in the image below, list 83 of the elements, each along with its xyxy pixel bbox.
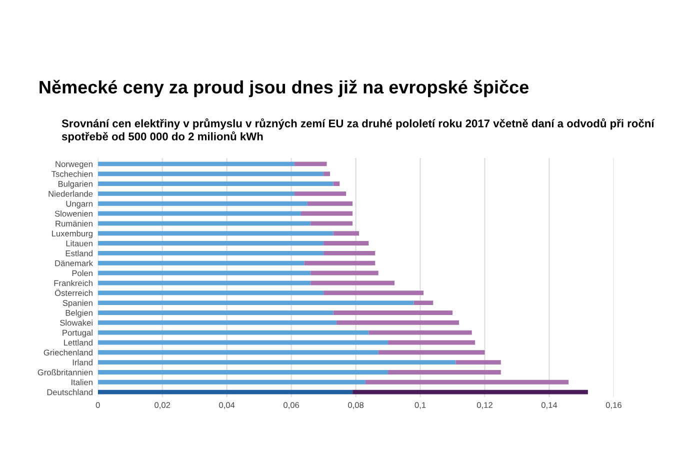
bar	[294, 191, 346, 196]
bar	[98, 201, 308, 206]
bar	[98, 360, 456, 365]
bar	[388, 370, 501, 374]
x-tick-label: 0	[96, 402, 100, 408]
y-tick-label: Portugal	[62, 330, 92, 338]
x-tick-label: 0,12	[476, 402, 492, 409]
y-tick-label: Rumänien	[56, 220, 92, 227]
chart-subtitle: Srovnání cen elektřiny v průmyslu v různých zemí EU za druhé pololetí roku 2017 včetně daní a odvodů při roční spotřebě od 500 000 do 2 milionů kWh	[62, 118, 655, 143]
y-tick-label: Griechenland	[44, 349, 92, 356]
bar	[324, 290, 424, 296]
bar	[98, 250, 324, 256]
y-tick-label: Lettland	[64, 339, 92, 346]
bar	[388, 340, 476, 345]
bar	[307, 201, 353, 206]
y-tick-label: Bulgarien	[58, 180, 92, 189]
y-tick-label: Spanien	[62, 300, 92, 308]
bar	[98, 320, 336, 325]
x-tick-label: 0,06	[284, 402, 300, 409]
bar	[98, 370, 388, 374]
bar	[456, 360, 501, 365]
bar	[98, 350, 378, 355]
bar	[310, 270, 378, 276]
bar	[98, 172, 324, 176]
bar	[98, 310, 334, 315]
x-tick-label: 0,04	[219, 402, 235, 409]
bar	[98, 162, 295, 166]
y-tick-label: Großbritannien	[38, 369, 92, 376]
y-tick-label: Italien	[72, 379, 92, 386]
bar	[98, 182, 334, 186]
y-tick-label: Slowakei	[60, 320, 92, 326]
bar	[98, 221, 311, 226]
bar	[304, 260, 376, 266]
y-tick-label: Irland	[72, 359, 92, 366]
y-tick-label: Niederlande	[48, 190, 93, 197]
y-tick-label: Dänemark	[55, 260, 94, 266]
bar	[365, 380, 569, 384]
bar	[98, 330, 369, 335]
bar	[333, 310, 453, 315]
bar	[324, 241, 369, 246]
bar	[98, 191, 295, 196]
y-tick-label: Deutschland	[47, 389, 92, 396]
bar	[368, 330, 472, 335]
y-tick-label: Österreich	[54, 288, 92, 296]
bar	[352, 390, 588, 394]
y-tick-label: Tschechien	[52, 170, 92, 177]
bar	[98, 270, 311, 276]
bar	[333, 182, 340, 186]
bar	[378, 350, 485, 355]
bar	[336, 320, 459, 325]
bar	[98, 380, 366, 384]
y-tick-label: Litauen	[66, 240, 92, 246]
x-tick-label: 0,1	[414, 402, 426, 409]
bar	[333, 231, 360, 236]
bar	[98, 260, 304, 266]
bar	[294, 162, 327, 166]
bar	[98, 211, 301, 216]
bar	[98, 241, 324, 246]
y-tick-label: Estland	[66, 250, 92, 256]
bar	[324, 172, 330, 176]
x-tick-label: 0,02	[154, 402, 170, 409]
bar	[98, 300, 414, 306]
y-tick-label: Norwegen	[56, 161, 92, 169]
bar	[324, 250, 376, 256]
bar	[310, 221, 353, 226]
chart-title: Německé ceny za proud jsou dnes již na evropské špičce	[40, 80, 529, 98]
y-tick-label: Luxemburg	[52, 230, 92, 238]
bar	[98, 290, 324, 296]
bar	[414, 300, 434, 306]
bar	[98, 340, 388, 345]
y-tick-label: Polen	[72, 270, 92, 276]
y-tick-label: Slowenien	[54, 210, 92, 217]
x-tick-label: 0,16	[606, 402, 622, 409]
bar	[310, 280, 394, 286]
bar	[300, 211, 353, 216]
bar	[98, 231, 334, 236]
bar	[98, 390, 353, 394]
bar	[98, 280, 311, 286]
x-tick-label: 0,14	[541, 402, 558, 409]
y-tick-label: Belgien	[66, 310, 92, 318]
y-tick-label: Ungarn	[66, 200, 92, 208]
x-tick-label: 0,08	[348, 402, 364, 409]
y-tick-label: Frankreich	[54, 280, 92, 286]
